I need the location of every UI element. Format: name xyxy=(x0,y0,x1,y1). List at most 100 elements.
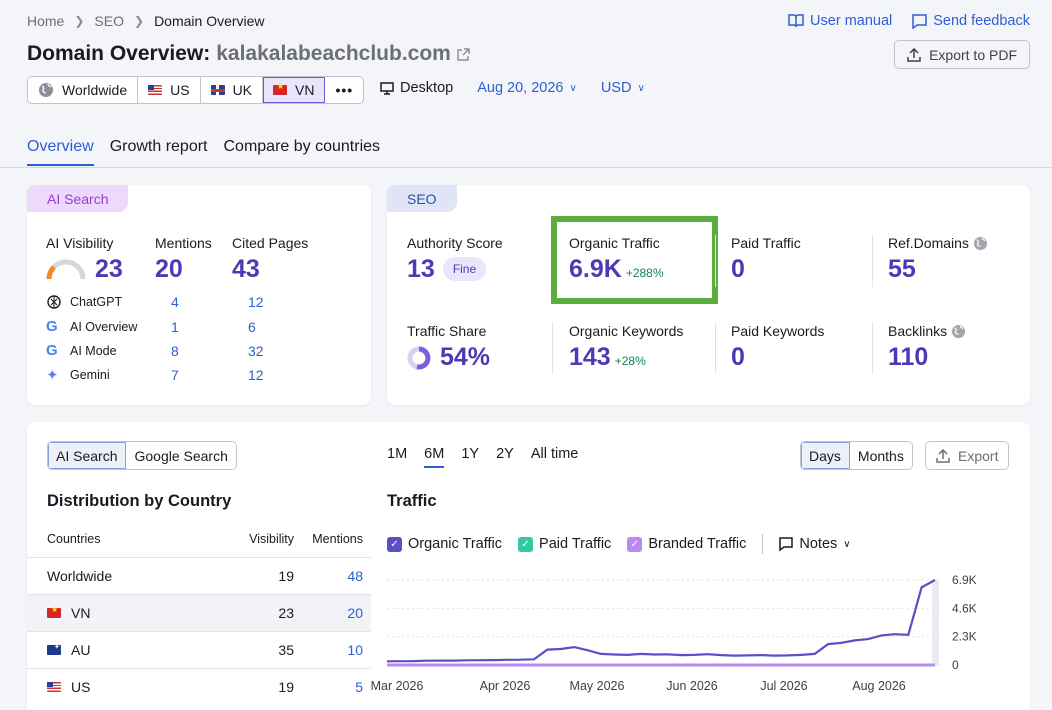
col-visibility: Visibility xyxy=(249,532,294,546)
user-manual-link[interactable]: User manual xyxy=(788,13,892,29)
visibility-gauge-icon xyxy=(46,259,86,279)
tab-vn-label: VN xyxy=(295,82,315,98)
google-icon: G xyxy=(46,318,58,335)
tab-uk[interactable]: UK xyxy=(201,77,264,103)
legend-divider xyxy=(762,534,764,554)
tab-overview[interactable]: Overview xyxy=(27,138,94,166)
currency-selector[interactable]: USD ∨ xyxy=(601,80,645,96)
paid-traffic-label: Paid Traffic xyxy=(731,235,801,251)
backlinks-value[interactable]: 110 xyxy=(888,343,929,371)
y-tick-label: 2.3K xyxy=(952,630,977,644)
ai-row-mentions[interactable]: 8 xyxy=(171,342,179,359)
ai-row-mentions[interactable]: 4 xyxy=(171,294,179,310)
search-type-toggle: AI Search Google Search xyxy=(47,441,237,470)
period-6m[interactable]: 6M xyxy=(424,446,445,468)
series-line-organic-traffic[interactable] xyxy=(386,579,936,663)
visibility-cell: 23 xyxy=(278,605,294,621)
country-cell: Worldwide xyxy=(47,568,112,584)
ai-row-cited[interactable]: 12 xyxy=(248,294,264,310)
organic-keywords-value[interactable]: 143 xyxy=(569,343,611,371)
table-row[interactable]: VN 23 20 xyxy=(27,594,371,631)
title-prefix: Domain Overview: xyxy=(27,42,211,65)
country-cell: US xyxy=(47,679,90,695)
traffic-share-donut-icon xyxy=(407,346,431,369)
paid-traffic-value[interactable]: 0 xyxy=(731,255,745,283)
ai-row-mentions[interactable]: 7 xyxy=(171,367,179,383)
period-1m[interactable]: 1M xyxy=(387,446,408,462)
upload-icon xyxy=(936,448,950,463)
legend-organic[interactable]: ✓ Organic Traffic xyxy=(387,536,502,552)
legend-paid[interactable]: ✓ Paid Traffic xyxy=(518,536,611,552)
ai-row-ai-mode: G AI Mode 8 32 xyxy=(46,342,264,359)
tab-compare-by-countries[interactable]: Compare by countries xyxy=(223,138,381,155)
mentions-cell[interactable]: 48 xyxy=(347,568,363,584)
organic-traffic-value[interactable]: 6.9K xyxy=(569,255,622,283)
device-label: Desktop xyxy=(400,80,454,96)
ai-search-pill: AI Search xyxy=(27,185,129,212)
x-tick-label: Mar 2026 xyxy=(371,679,424,693)
date-selector[interactable]: Aug 20, 2026 ∨ xyxy=(477,80,577,96)
mentions-cell[interactable]: 20 xyxy=(347,605,363,621)
legend-paid-label: Paid Traffic xyxy=(539,536,612,552)
currency-label: USD xyxy=(600,80,632,96)
period-1y[interactable]: 1Y xyxy=(461,446,480,462)
breadcrumb-home[interactable]: Home xyxy=(27,13,65,29)
y-tick-label: 0 xyxy=(952,658,959,672)
notes-dropdown[interactable]: Notes ∨ xyxy=(779,536,851,552)
export-pdf-label: Export to PDF xyxy=(929,46,1017,63)
mentions-cell[interactable]: 5 xyxy=(355,679,363,695)
ai-row-cited[interactable]: 12 xyxy=(248,367,264,383)
export-button[interactable]: Export xyxy=(925,441,1010,470)
ai-row-mentions[interactable]: 1 xyxy=(171,318,179,335)
authority-score-value[interactable]: 13 xyxy=(407,255,435,283)
organic-keywords-label: Organic Keywords xyxy=(569,323,684,339)
ellipsis-icon: ••• xyxy=(335,82,354,98)
upload-icon xyxy=(907,47,921,62)
ai-row-name: AI Overview xyxy=(70,319,138,334)
paid-keywords-value[interactable]: 0 xyxy=(731,343,745,371)
ai-row-name: Gemini xyxy=(70,368,110,382)
country-name: VN xyxy=(71,605,91,621)
ai-row-cited[interactable]: 32 xyxy=(248,342,264,359)
tab-us[interactable]: US xyxy=(138,77,201,103)
vn-flag-icon xyxy=(47,605,61,618)
organic-keywords-delta: +28% xyxy=(614,354,646,368)
visibility-cell: 35 xyxy=(278,642,294,658)
backlinks-header: Backlinks xyxy=(888,323,966,339)
breadcrumb-seo[interactable]: SEO xyxy=(94,13,124,29)
country-cell: VN xyxy=(47,605,90,621)
external-link-icon[interactable] xyxy=(457,47,470,61)
date-label: Aug 20, 2026 xyxy=(477,80,564,96)
ref-domains-value[interactable]: 55 xyxy=(888,255,916,283)
tab-vn[interactable]: VN xyxy=(263,77,326,103)
authority-score-label: Authority Score xyxy=(407,235,503,251)
send-feedback-link[interactable]: Send feedback xyxy=(912,13,1030,29)
device-selector[interactable]: Desktop xyxy=(380,80,453,96)
mentions-value[interactable]: 20 xyxy=(155,255,183,283)
tab-growth-report[interactable]: Growth report xyxy=(109,138,208,155)
table-row[interactable]: Worldwide 19 48 xyxy=(27,557,371,594)
granularity-days[interactable]: Days xyxy=(801,442,850,469)
granularity-months[interactable]: Months xyxy=(849,442,912,469)
divider xyxy=(715,322,716,374)
toggle-google-search[interactable]: Google Search xyxy=(126,442,236,469)
traffic-share-label: Traffic Share xyxy=(407,323,487,339)
domain-name[interactable]: kalakalabeachclub.com xyxy=(216,42,451,65)
cited-pages-value[interactable]: 43 xyxy=(232,255,260,283)
export-pdf-button[interactable]: Export to PDF xyxy=(894,40,1030,69)
period-all-time[interactable]: All time xyxy=(530,446,579,462)
tab-worldwide[interactable]: Worldwide xyxy=(28,77,139,103)
export-label: Export xyxy=(958,447,999,464)
more-databases-button[interactable]: ••• xyxy=(325,77,363,103)
table-row[interactable]: US 19 5 xyxy=(27,668,371,705)
toggle-ai-search[interactable]: AI Search xyxy=(48,442,127,469)
globe-icon xyxy=(39,83,53,97)
main-tabs: Overview Growth report Compare by countr… xyxy=(27,138,380,166)
chevron-right-icon: ❯ xyxy=(74,14,85,28)
traffic-chart: 6.9K 4.6K 2.3K 0 Mar 2026 Apr 2026 May 2026 Ju… xyxy=(371,573,977,693)
table-row[interactable]: AU 35 10 xyxy=(27,631,371,668)
period-2y[interactable]: 2Y xyxy=(496,446,514,462)
ai-row-cited[interactable]: 6 xyxy=(248,318,256,335)
mentions-cell[interactable]: 10 xyxy=(347,642,363,658)
legend-branded[interactable]: ✓ Branded Traffic xyxy=(627,536,746,552)
